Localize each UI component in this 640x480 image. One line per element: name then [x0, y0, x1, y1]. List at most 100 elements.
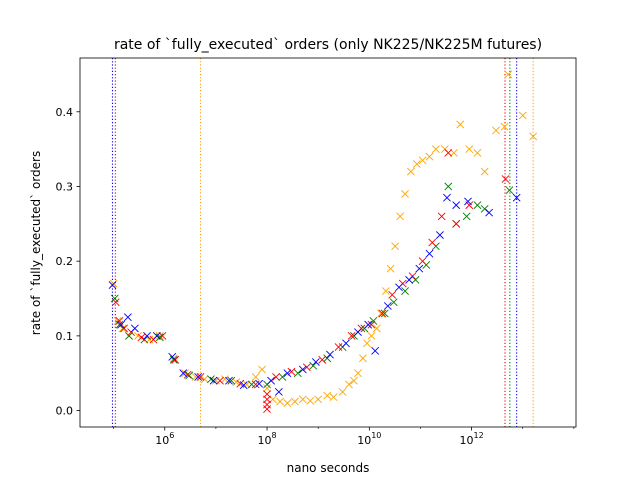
data-point: [452, 219, 461, 228]
data-point: [179, 369, 188, 378]
plot-frame: [79, 57, 577, 428]
data-point: [359, 354, 367, 363]
data-point: [168, 352, 177, 361]
data-point: [425, 152, 434, 161]
y-tick-label: 0.1: [56, 330, 74, 343]
data-point: [480, 167, 489, 176]
data-point: [216, 376, 224, 385]
data-point: [196, 373, 205, 381]
data-point: [220, 375, 229, 384]
data-point: [465, 145, 474, 154]
data-point: [326, 350, 334, 359]
y-tick-label: 0.0: [56, 405, 74, 418]
data-point: [388, 290, 397, 299]
data-point: [405, 275, 414, 284]
data-point: [380, 309, 389, 318]
data-point: [367, 331, 376, 340]
data-point: [347, 331, 356, 340]
data-point: [185, 371, 194, 380]
data-point: [247, 380, 256, 389]
data-point: [383, 302, 392, 310]
data-point: [283, 399, 292, 408]
data-point: [443, 193, 451, 202]
data-point: [418, 257, 427, 266]
data-point: [314, 395, 323, 404]
data-point: [209, 376, 218, 385]
data-point: [200, 375, 209, 384]
data-point: [323, 391, 332, 400]
x-tick-label: 1012: [460, 431, 484, 447]
data-point: [298, 365, 307, 374]
data-point: [183, 370, 192, 379]
data-point: [428, 238, 437, 247]
data-point: [444, 182, 453, 191]
data-point: [500, 122, 509, 131]
data-point: [431, 145, 440, 154]
data-point: [298, 395, 307, 404]
data-point: [381, 287, 390, 295]
data-point: [263, 390, 271, 399]
data-point: [329, 393, 338, 402]
y-axis-label: rate of `fully_executed` orders: [29, 151, 43, 335]
data-point: [504, 70, 513, 79]
data-point: [318, 355, 327, 364]
x-tick-label: 106: [155, 431, 174, 447]
data-point: [473, 148, 482, 157]
data-point: [143, 331, 151, 340]
data-point: [396, 212, 405, 221]
y-tick-label: 0.3: [56, 180, 74, 193]
data-point: [391, 242, 400, 251]
data-point: [444, 148, 453, 157]
data-point: [227, 376, 236, 385]
data-point: [272, 373, 280, 381]
data-point: [367, 320, 376, 329]
data-point: [137, 333, 146, 342]
data-point: [473, 201, 482, 210]
data-point: [111, 298, 120, 307]
data-point: [283, 369, 292, 378]
data-point: [309, 361, 318, 370]
data-point: [411, 275, 420, 284]
data-point: [306, 396, 315, 405]
data-point: [452, 201, 461, 210]
data-point: [371, 346, 380, 355]
data-point: [437, 212, 446, 221]
data-point: [501, 175, 510, 183]
data-point: [456, 120, 465, 129]
data-point: [529, 132, 538, 141]
data-point: [406, 167, 415, 176]
data-point: [293, 369, 302, 378]
data-point: [108, 281, 117, 289]
data-point: [117, 320, 126, 329]
data-point: [377, 309, 386, 318]
data-point: [462, 212, 471, 221]
plot-area: 106 108 1010 1012 0.0 0.1 0.2 0.3 0.4: [56, 57, 577, 447]
data-point: [401, 287, 409, 295]
data-point: [232, 378, 241, 387]
chart-title: rate of `fully_executed` orders (only NK…: [114, 37, 542, 53]
data-point: [449, 148, 458, 157]
data-point: [302, 363, 311, 372]
data-point: [255, 379, 264, 388]
data-point: [372, 324, 381, 333]
data-point: [334, 343, 343, 351]
data-point: [401, 190, 409, 198]
data-point: [274, 387, 283, 396]
data-point: [311, 358, 320, 366]
data-point: [211, 376, 220, 385]
data-point: [152, 331, 161, 340]
data-point: [278, 373, 287, 381]
data-point: [464, 197, 472, 206]
data-point: [290, 397, 299, 406]
data-point: [342, 339, 350, 348]
data-point: [158, 331, 167, 340]
data-point: [415, 264, 424, 273]
data-point: [425, 249, 434, 258]
data-point: [485, 208, 494, 217]
data-point: [207, 375, 215, 384]
x-tick-label: 1010: [357, 431, 381, 447]
x-axis-label: nano seconds: [287, 461, 370, 475]
data-point: [258, 365, 267, 374]
